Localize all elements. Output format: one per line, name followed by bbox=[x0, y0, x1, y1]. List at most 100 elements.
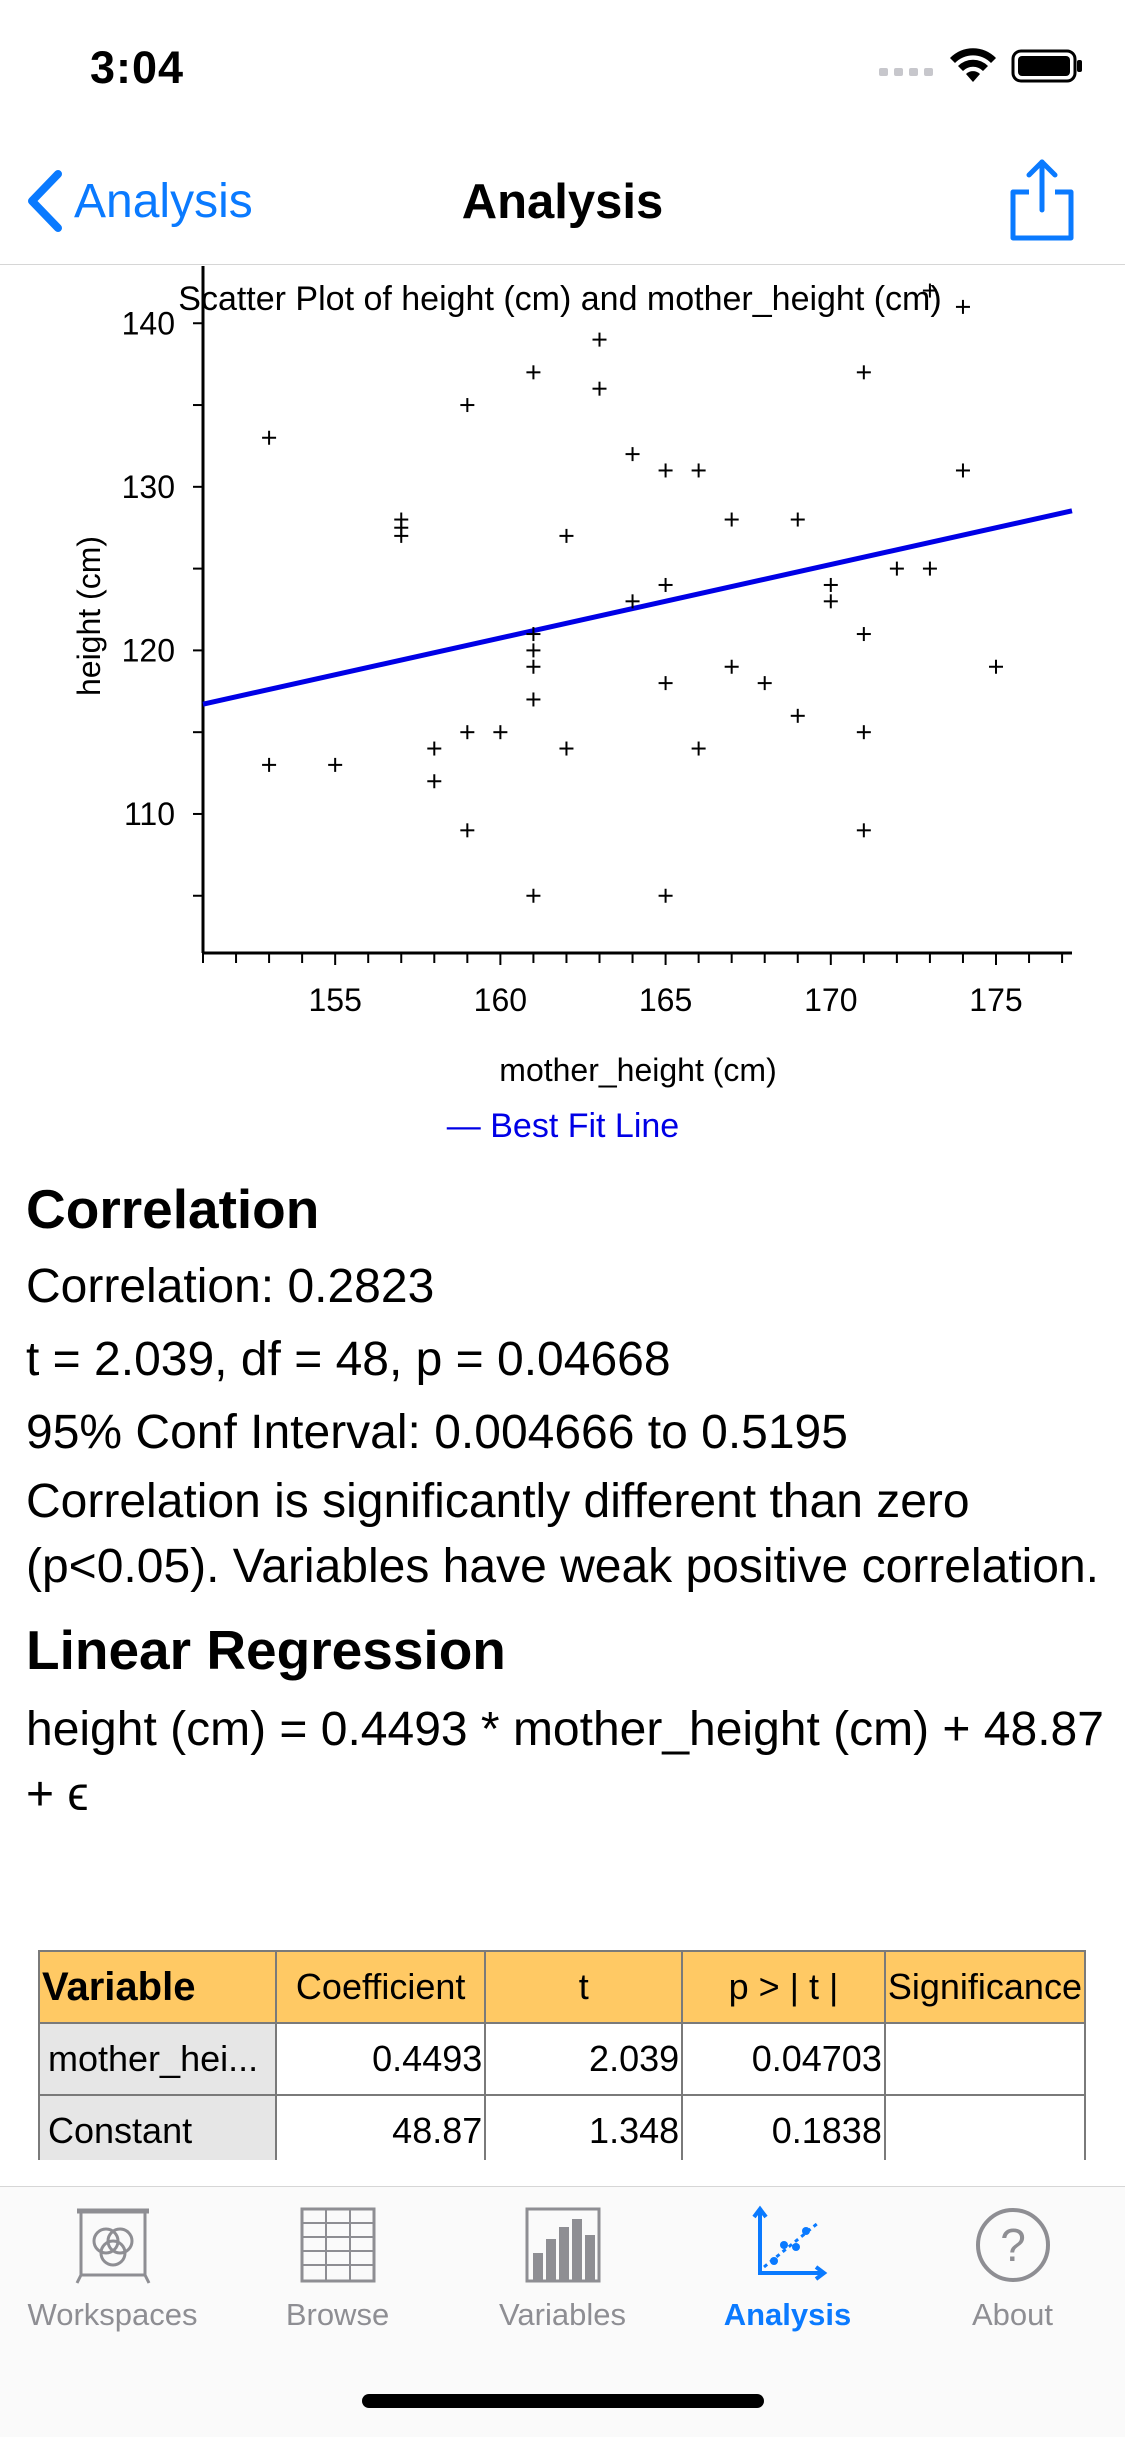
tab-label: About bbox=[971, 2297, 1053, 2332]
data-point bbox=[262, 757, 277, 772]
data-point bbox=[757, 676, 772, 691]
data-point bbox=[856, 365, 871, 380]
table-cell: Constant bbox=[38, 2094, 278, 2160]
data-point bbox=[328, 757, 343, 772]
y-tick-label: 120 bbox=[122, 632, 175, 668]
data-point bbox=[460, 823, 475, 838]
correlation-test: t = 2.039, df = 48, p = 0.04668 bbox=[26, 1333, 671, 1386]
table-cell bbox=[883, 2094, 1086, 2160]
table-cell: 0.04703 bbox=[681, 2022, 886, 2096]
x-tick-label: 175 bbox=[969, 982, 1022, 1018]
tab-analysis[interactable]: Analysis bbox=[675, 2205, 900, 2333]
data-point bbox=[691, 741, 706, 756]
table-cell: 2.039 bbox=[484, 2022, 684, 2096]
page-title: Analysis bbox=[461, 175, 664, 229]
tab-label: Variables bbox=[499, 2297, 626, 2332]
data-point bbox=[460, 398, 475, 413]
data-point bbox=[394, 528, 409, 543]
grid-icon bbox=[300, 2207, 375, 2283]
regression-equation: height (cm) = 0.4493 * mother_height (cm… bbox=[26, 1703, 1104, 1821]
x-tick-label: 160 bbox=[474, 982, 527, 1018]
data-point bbox=[889, 561, 904, 576]
tab-variables[interactable]: Variables bbox=[450, 2205, 675, 2333]
y-tick-label: 140 bbox=[122, 305, 175, 341]
data-point bbox=[989, 659, 1004, 674]
tab-label: Browse bbox=[285, 2297, 390, 2332]
data-point bbox=[262, 430, 277, 445]
chart-title: Scatter Plot of height (cm) and mother_h… bbox=[178, 280, 941, 318]
status-time: 3:04 bbox=[90, 42, 185, 93]
data-point bbox=[625, 594, 640, 609]
table-row: mother_hei... 0.4493 2.039 0.04703 bbox=[38, 2022, 1086, 2096]
data-point bbox=[856, 823, 871, 838]
data-point bbox=[856, 725, 871, 740]
share-icon[interactable] bbox=[1007, 158, 1077, 242]
data-point bbox=[526, 627, 541, 642]
x-axis-label: mother_height (cm) bbox=[499, 1052, 776, 1088]
data-point bbox=[526, 888, 541, 903]
y-axis-label: height (cm) bbox=[71, 536, 107, 696]
battery-icon bbox=[1011, 49, 1082, 83]
back-button-label: Analysis bbox=[74, 174, 253, 228]
analysis-results: Correlation Correlation: 0.2823 t = 2.03… bbox=[26, 1168, 1106, 1827]
tab-label: Analysis bbox=[723, 2297, 852, 2332]
data-point bbox=[691, 463, 706, 478]
regression-table[interactable]: Variable Coefficient t p > | t | Signifi… bbox=[38, 1950, 1086, 2160]
wifi-icon bbox=[950, 48, 996, 82]
tab-label: Workspaces bbox=[27, 2297, 198, 2332]
table-cell: mother_hei... bbox=[38, 2022, 278, 2096]
data-point bbox=[559, 741, 574, 756]
column-header: t bbox=[484, 1950, 684, 2024]
data-point bbox=[724, 512, 739, 527]
chevron-left-icon bbox=[28, 170, 62, 232]
home-indicator bbox=[362, 2394, 764, 2408]
status-icons bbox=[879, 48, 1083, 84]
data-point bbox=[658, 463, 673, 478]
table-header-row: Variable Coefficient t p > | t | Signifi… bbox=[38, 1950, 1086, 2024]
tab-workspaces[interactable]: Workspaces bbox=[0, 2205, 225, 2333]
question-mark-icon: ? bbox=[975, 2208, 1050, 2282]
x-tick-label: 155 bbox=[308, 982, 361, 1018]
column-header: Coefficient bbox=[275, 1950, 487, 2024]
data-point bbox=[955, 299, 970, 314]
status-bar: 3:04 bbox=[0, 0, 1125, 140]
data-point bbox=[658, 676, 673, 691]
correlation-value: Correlation: 0.2823 bbox=[26, 1260, 435, 1313]
svg-text:?: ? bbox=[1000, 2219, 1026, 2271]
bar-chart-icon bbox=[525, 2207, 600, 2283]
correlation-conclusion: Correlation is significantly different t… bbox=[26, 1475, 1100, 1593]
workspaces-icon bbox=[75, 2208, 150, 2284]
data-point bbox=[658, 888, 673, 903]
correlation-confidence-interval: 95% Conf Interval: 0.004666 to 0.5195 bbox=[26, 1406, 848, 1459]
cellular-signal-icon bbox=[879, 68, 933, 76]
scatter-plot: Scatter Plot of height (cm) and mother_h… bbox=[0, 266, 1125, 1146]
x-tick-label: 165 bbox=[639, 982, 692, 1018]
data-point bbox=[790, 512, 805, 527]
table-cell bbox=[883, 2022, 1086, 2096]
scatter-plot-icon bbox=[751, 2205, 827, 2281]
table-cell: 0.4493 bbox=[275, 2022, 487, 2096]
tab-about[interactable]: ? About bbox=[900, 2205, 1125, 2333]
data-point bbox=[658, 577, 673, 592]
table-row: Constant 48.87 1.348 0.1838 bbox=[38, 2094, 1086, 2160]
back-button[interactable]: Analysis bbox=[24, 168, 253, 234]
data-point bbox=[559, 528, 574, 543]
table-cell: 1.348 bbox=[484, 2094, 684, 2160]
best-fit-line bbox=[202, 508, 1073, 707]
x-tick-label: 170 bbox=[804, 982, 857, 1018]
data-point bbox=[427, 741, 442, 756]
data-point bbox=[856, 627, 871, 642]
data-point bbox=[823, 594, 838, 609]
data-point bbox=[823, 577, 838, 592]
column-header: p > | t | bbox=[681, 1950, 886, 2024]
tab-browse[interactable]: Browse bbox=[225, 2205, 450, 2333]
table-cell: 48.87 bbox=[275, 2094, 487, 2160]
data-point bbox=[625, 447, 640, 462]
data-point bbox=[724, 659, 739, 674]
regression-heading: Linear Regression bbox=[26, 1619, 506, 1681]
data-point bbox=[526, 365, 541, 380]
y-tick-label: 130 bbox=[122, 469, 175, 505]
data-point bbox=[592, 332, 607, 347]
data-point bbox=[922, 561, 937, 576]
legend-best-fit-line: — Best Fit Line bbox=[447, 1107, 679, 1145]
